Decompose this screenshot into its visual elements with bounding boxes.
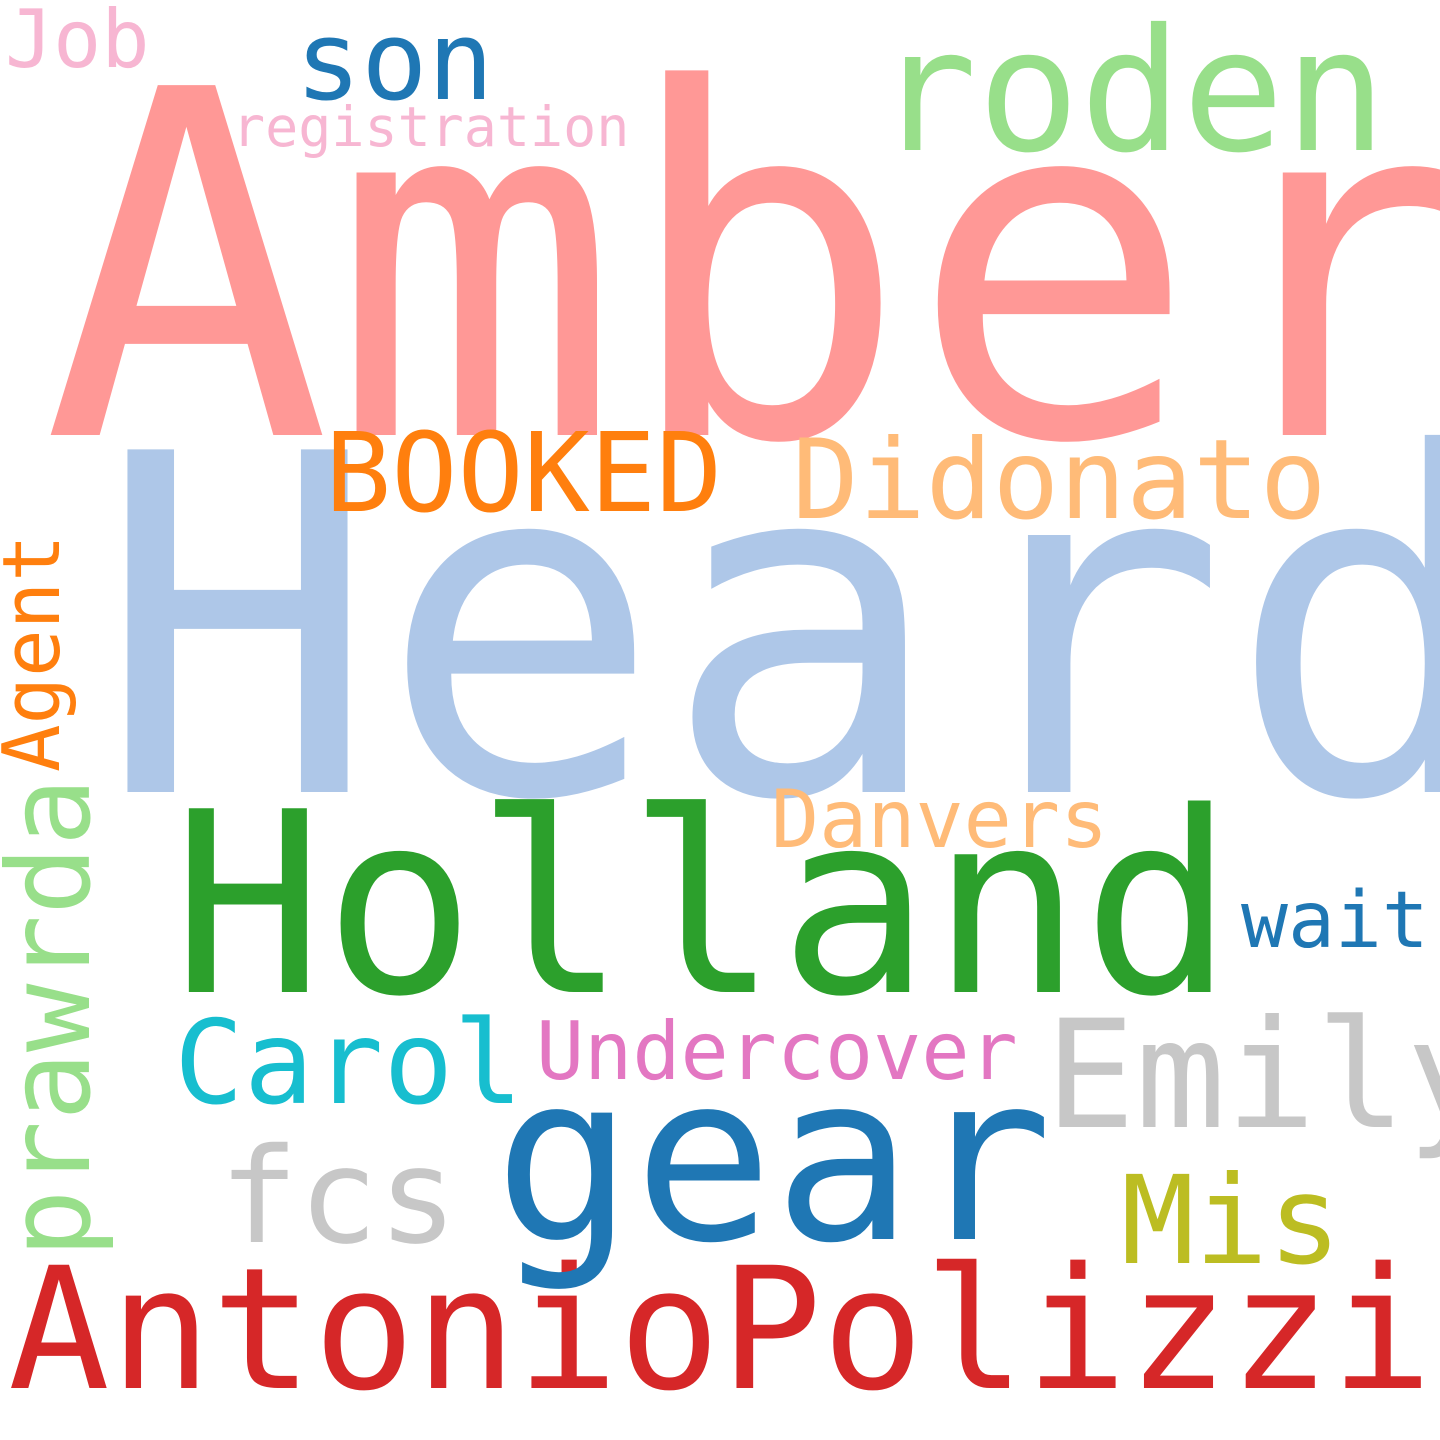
- word-antoniopolizzi: AntonioPolizzi: [8, 1231, 1433, 1428]
- word-booked: BOOKED: [325, 409, 723, 537]
- word-carol: Carol: [174, 996, 524, 1131]
- word-didonato: Didonato: [792, 416, 1327, 545]
- word-registration: registration: [232, 95, 630, 159]
- word-fcs: fcs: [219, 1120, 458, 1274]
- word-mis: Mis: [1121, 1150, 1342, 1292]
- word-roden: roden: [875, 0, 1387, 191]
- word-undercover: Undercover: [536, 1005, 1018, 1098]
- word-prawrda: prawrda: [0, 777, 116, 1258]
- word-wait: wait: [1241, 876, 1429, 966]
- word-amber: Amber: [42, 0, 1440, 549]
- word-heard: Heard: [96, 356, 1440, 903]
- word-son: son: [295, 0, 494, 125]
- word-gear: gear: [494, 1024, 1053, 1294]
- word-job: Job: [5, 0, 150, 86]
- word-agent: Agent: [0, 534, 78, 772]
- word-emily: Emily: [1045, 989, 1440, 1163]
- word-danvers: Danvers: [771, 773, 1109, 866]
- word-holland: Holland: [172, 759, 1235, 1052]
